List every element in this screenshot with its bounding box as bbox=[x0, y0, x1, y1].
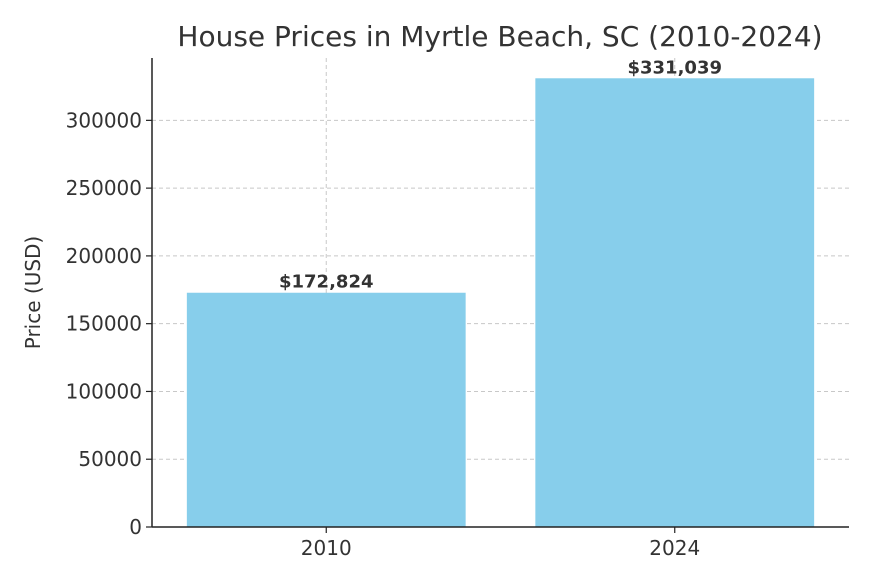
bar-2010 bbox=[186, 292, 466, 527]
data-labels: $172,824 $331,039 bbox=[279, 57, 722, 292]
y-tick-label: 100000 bbox=[66, 379, 142, 403]
x-tick-label: 2024 bbox=[649, 536, 700, 560]
y-tick-label: 0 bbox=[129, 515, 142, 539]
data-label-2010: $172,824 bbox=[279, 272, 374, 293]
data-label-2024: $331,039 bbox=[627, 57, 722, 78]
y-axis-label: Price (USD) bbox=[21, 236, 45, 350]
y-tick-label: 150000 bbox=[66, 312, 142, 336]
y-tick-label: 300000 bbox=[66, 108, 142, 132]
bars bbox=[186, 78, 815, 527]
bar-2024 bbox=[535, 78, 815, 527]
y-tick-label: 200000 bbox=[66, 244, 142, 268]
x-tick-label: 2010 bbox=[301, 536, 352, 560]
y-tick-label: 250000 bbox=[66, 176, 142, 200]
y-tick-label: 50000 bbox=[78, 447, 142, 471]
chart-title: House Prices in Myrtle Beach, SC (2010-2… bbox=[177, 20, 822, 53]
tick-labels: 0 50000 100000 150000 200000 250000 300000 2010… bbox=[66, 108, 701, 560]
